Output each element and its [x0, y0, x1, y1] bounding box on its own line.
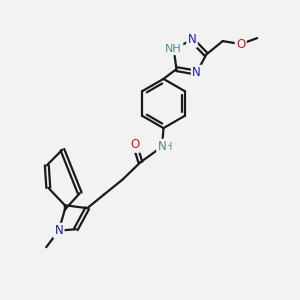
Text: O: O	[130, 138, 140, 152]
Text: N: N	[158, 140, 166, 153]
Text: N: N	[188, 33, 196, 46]
Text: N: N	[54, 224, 63, 237]
Text: N: N	[192, 66, 201, 79]
Text: O: O	[236, 38, 245, 51]
Text: H: H	[165, 142, 172, 152]
Text: NH: NH	[165, 44, 182, 54]
